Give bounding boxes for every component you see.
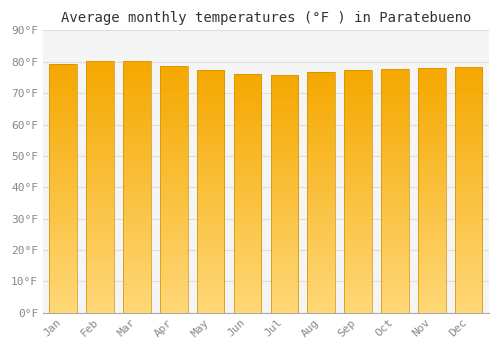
Bar <box>455 68 482 313</box>
Bar <box>418 68 446 313</box>
Title: Average monthly temperatures (°F ) in Paratebueno: Average monthly temperatures (°F ) in Pa… <box>60 11 471 25</box>
Bar <box>234 74 262 313</box>
Bar <box>381 69 408 313</box>
Bar <box>270 75 298 313</box>
Bar <box>123 62 151 313</box>
Bar <box>197 70 224 313</box>
Bar <box>50 64 77 313</box>
Bar <box>344 70 372 313</box>
Bar <box>308 72 335 313</box>
Bar <box>86 61 114 313</box>
Bar <box>160 66 188 313</box>
